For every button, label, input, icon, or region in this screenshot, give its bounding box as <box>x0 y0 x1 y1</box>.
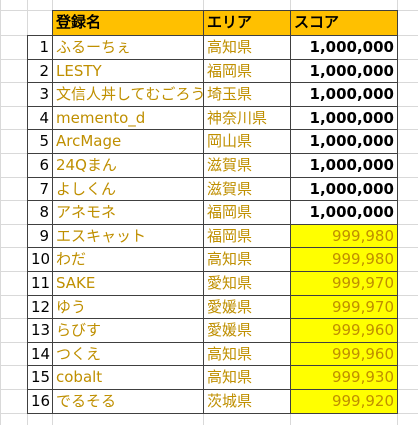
name-cell: SAKE <box>52 271 204 296</box>
row-number: 2 <box>27 58 53 84</box>
name-cell: よしくん <box>52 176 204 202</box>
name-cell: ゆう <box>52 294 204 320</box>
score-cell: 1,000,000 <box>290 35 398 60</box>
score-cell: 1,000,000 <box>290 200 398 225</box>
name-cell: ふるーちぇ <box>52 35 204 60</box>
area-cell: 高知県 <box>203 35 291 60</box>
name-cell: 24Qまん <box>52 153 204 178</box>
name-cell: cobalt <box>52 365 204 390</box>
area-cell: 福岡県 <box>203 200 291 225</box>
name-cell: わだ <box>52 247 204 272</box>
area-cell: 滋賀県 <box>203 153 291 178</box>
row-number: 16 <box>27 389 53 414</box>
area-cell: 岡山県 <box>203 129 291 154</box>
header-cell: エリア <box>203 10 291 36</box>
name-cell: つくえ <box>52 341 204 367</box>
name-cell: らびす <box>52 318 204 343</box>
row-number: 11 <box>27 271 53 296</box>
row-number: 6 <box>27 153 53 178</box>
row-number: 1 <box>27 35 53 60</box>
row-number: 3 <box>27 82 53 107</box>
grid-line <box>0 0 1 425</box>
corner-cell <box>27 10 53 36</box>
score-cell: 999,980 <box>290 223 398 249</box>
row-number: 15 <box>27 365 53 390</box>
area-cell: 愛知県 <box>203 271 291 296</box>
score-cell: 1,000,000 <box>290 105 398 131</box>
score-cell: 999,920 <box>290 389 398 414</box>
score-cell: 999,960 <box>290 341 398 367</box>
row-number: 13 <box>27 318 53 343</box>
score-cell: 999,970 <box>290 271 398 296</box>
score-cell: 1,000,000 <box>290 58 398 84</box>
row-number: 14 <box>27 341 53 367</box>
score-cell: 999,970 <box>290 294 398 320</box>
score-cell: 1,000,000 <box>290 82 398 107</box>
area-cell: 高知県 <box>203 341 291 367</box>
name-cell: LESTY <box>52 58 204 84</box>
score-cell: 999,930 <box>290 365 398 390</box>
name-cell: エスキャット <box>52 223 204 249</box>
area-cell: 愛媛県 <box>203 318 291 343</box>
header-cell: スコア <box>290 10 398 36</box>
score-cell: 1,000,000 <box>290 153 398 178</box>
area-cell: 高知県 <box>203 365 291 390</box>
area-cell: 滋賀県 <box>203 176 291 202</box>
area-cell: 愛媛県 <box>203 294 291 320</box>
score-cell: 1,000,000 <box>290 129 398 154</box>
row-number: 5 <box>27 129 53 154</box>
name-cell: 文信人丼してむごろう <box>52 82 204 107</box>
area-cell: 神奈川県 <box>203 105 291 131</box>
area-cell: 高知県 <box>203 247 291 272</box>
name-cell: でるそる <box>52 389 204 414</box>
score-cell: 1,000,000 <box>290 176 398 202</box>
row-number: 10 <box>27 247 53 272</box>
name-cell: memento_d <box>52 105 204 131</box>
area-cell: 福岡県 <box>203 58 291 84</box>
score-cell: 999,960 <box>290 318 398 343</box>
row-number: 9 <box>27 223 53 249</box>
header-cell: 登録名 <box>52 10 204 36</box>
name-cell: ArcMage <box>52 129 204 154</box>
name-cell: アネモネ <box>52 200 204 225</box>
area-cell: 福岡県 <box>203 223 291 249</box>
row-number: 12 <box>27 294 53 320</box>
row-number: 8 <box>27 200 53 225</box>
area-cell: 埼玉県 <box>203 82 291 107</box>
row-number: 4 <box>27 105 53 131</box>
area-cell: 茨城県 <box>203 389 291 414</box>
row-number: 7 <box>27 176 53 202</box>
score-cell: 999,980 <box>290 247 398 272</box>
